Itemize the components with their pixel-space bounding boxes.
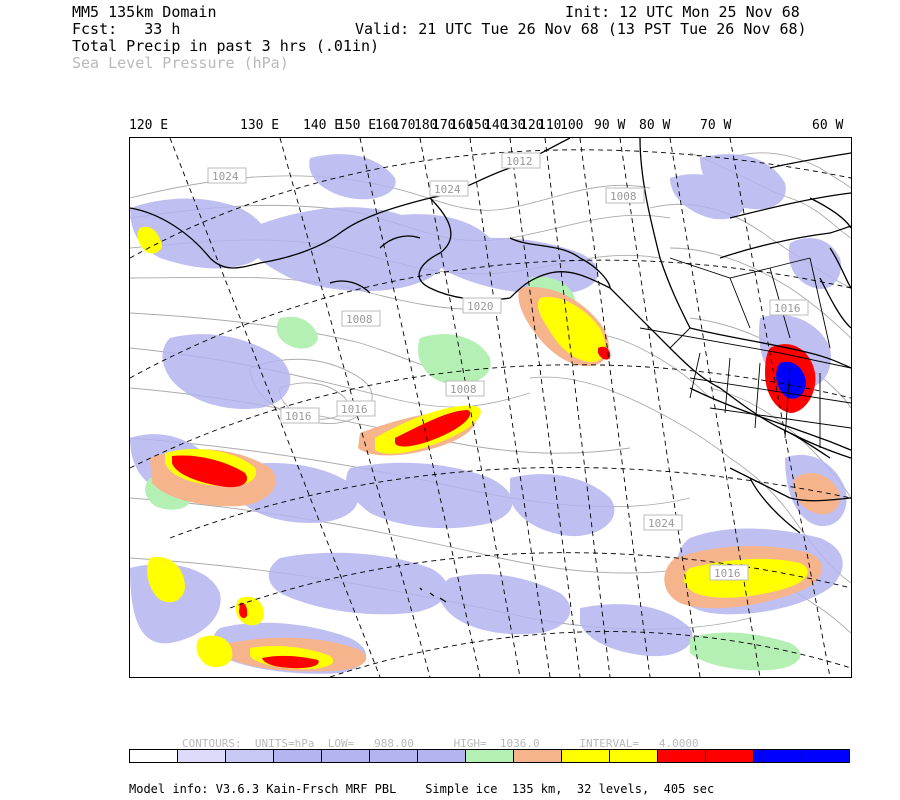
contour-info-low: LOW= 988.00: [327, 737, 414, 750]
isobar-label: 1008: [450, 383, 477, 396]
isobar-label: 1016: [714, 567, 741, 580]
colorbar-swatch: [754, 750, 802, 762]
model-info: Model info: V3.6.3 Kain-Frsch MRF PBL Si…: [129, 782, 715, 796]
contour-info-contours: CONTOURS:: [182, 737, 242, 750]
lon-label: 130 E: [240, 118, 280, 133]
lon-label: 70 W: [700, 118, 732, 133]
coastlines: [130, 138, 851, 603]
lon-label: 180: [414, 118, 438, 133]
colorbar-swatch: [370, 750, 418, 762]
colorbar-swatch: [658, 750, 706, 762]
colorbar-swatch: [178, 750, 226, 762]
lon-label: 110: [538, 118, 562, 133]
init-time: Init: 12 UTC Mon 25 Nov 68: [565, 3, 800, 21]
colorbar-swatch: [562, 750, 610, 762]
colorbar-swatch: [610, 750, 658, 762]
colorbar-swatch: [322, 750, 370, 762]
isobar-label: 1008: [346, 313, 373, 326]
latlon-grid: [130, 138, 851, 677]
colorbar-swatch: [130, 750, 178, 762]
colorbar-swatch: [466, 750, 514, 762]
lon-label: 140 E: [303, 118, 343, 133]
lon-label: 80 W: [639, 118, 671, 133]
isobar-label: 1024: [212, 170, 239, 183]
forecast-hour: Fcst: 33 h: [72, 20, 181, 38]
lon-label: 160: [375, 118, 399, 133]
isobar-label: 1024: [434, 183, 461, 196]
isobar-label: 1016: [285, 410, 312, 423]
lon-label: 120 E: [129, 118, 169, 133]
precip-blue: [776, 361, 806, 399]
lon-label: 100: [560, 118, 584, 133]
colorbar-swatch: [706, 750, 754, 762]
contour-info-units: UNITS=hPa: [254, 737, 315, 750]
lon-label: 90 W: [594, 118, 626, 133]
colorbar-swatch: [802, 750, 849, 762]
lon-label: 150: [466, 118, 490, 133]
colorbar-swatch: [514, 750, 562, 762]
colorbar-swatch: [418, 750, 466, 762]
isobar-label: 1008: [610, 190, 637, 203]
domain-title: MM5 135km Domain: [72, 3, 217, 21]
lon-label: 160: [450, 118, 474, 133]
lon-label: 150 E: [337, 118, 377, 133]
field-precip-label: Total Precip in past 3 hrs (.01in): [72, 37, 380, 55]
lon-label: 130: [502, 118, 526, 133]
colorbar-swatch: [226, 750, 274, 762]
valid-time: Valid: 21 UTC Tue 26 Nov 68 (13 PST Tue …: [355, 20, 807, 38]
lon-label: 170: [392, 118, 416, 133]
precip-colorbar: [129, 749, 850, 763]
colorbar-swatch: [274, 750, 322, 762]
isobar-labels: 1024 1024 1012 1008 1008 1020 1016 1008 …: [207, 152, 809, 581]
map-canvas: 1024 1024 1012 1008 1008 1020 1016 1008 …: [130, 138, 851, 677]
contour-info-high: HIGH= 1036.0: [453, 737, 540, 750]
lon-label: 120: [520, 118, 544, 133]
isobar-label: 1016: [341, 403, 368, 416]
isobar-label: 1020: [467, 300, 494, 313]
contour-info: CONTOURS: UNITS=hPa LOW= 988.00 HIGH= 10…: [182, 737, 699, 750]
lon-label: 60 W: [812, 118, 844, 133]
isobar-label: 1024: [648, 517, 675, 530]
isobar-label: 1012: [506, 155, 533, 168]
isobar-label: 1016: [774, 302, 801, 315]
contour-info-interval: INTERVAL= 4.0000: [579, 737, 699, 750]
field-slp-label: Sea Level Pressure (hPa): [72, 54, 289, 72]
admin-borders: [639, 257, 851, 448]
map-panel: 1024 1024 1012 1008 1008 1020 1016 1008 …: [129, 137, 852, 678]
lon-label: 170: [432, 118, 456, 133]
lon-label: 140: [484, 118, 508, 133]
